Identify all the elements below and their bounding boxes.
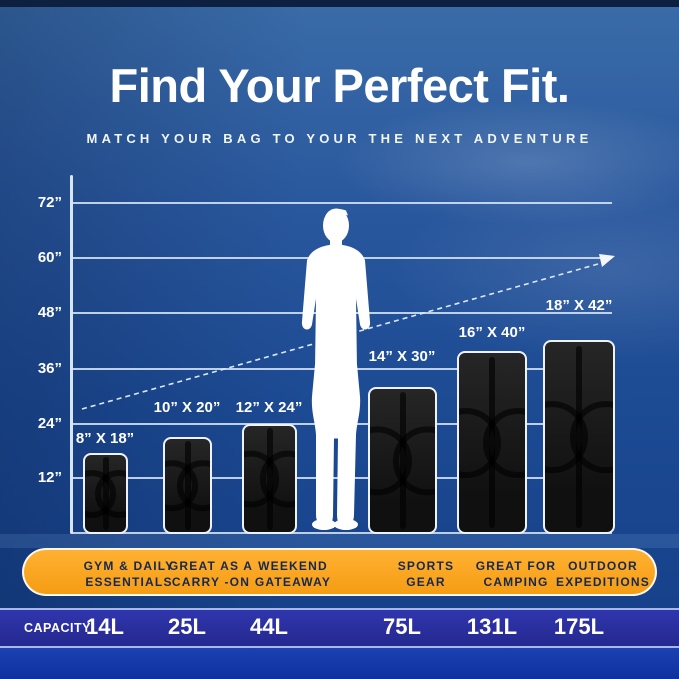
- y-axis-tick: 48”: [37, 304, 62, 321]
- duffel-bag-illustration: [543, 340, 615, 534]
- bag-strap-icon: [102, 456, 109, 531]
- capacity-value: 75L: [383, 614, 421, 639]
- y-axis-tick: 36”: [37, 360, 62, 377]
- duffel-bag-illustration: [242, 424, 297, 534]
- capacity-value: 131L: [466, 614, 518, 639]
- bag-strap-icon: [184, 440, 191, 531]
- banner-category: GREAT FOR CAMPING: [475, 558, 557, 589]
- bag-size-label: 16” X 40”: [458, 324, 526, 341]
- floor-band: [0, 534, 679, 548]
- bag-handle-loop-icon: [393, 425, 435, 496]
- capacity-row-label: CAPACITY: [24, 621, 91, 635]
- duffel-bag-illustration: [457, 351, 527, 534]
- category-banner: GYM & DAILY ESSENTIALS GREAT AS A CARRY …: [22, 548, 657, 596]
- capacity-value: 25L: [168, 614, 206, 639]
- capacity-value: 44L: [250, 614, 288, 639]
- duffel-bag-illustration: [83, 453, 128, 534]
- bag-size-label: 18” X 42”: [545, 297, 613, 314]
- bag-strap-icon: [576, 345, 582, 529]
- bag-handle-loop-icon: [95, 469, 126, 518]
- banner-category: GYM & DAILY ESSENTIALS: [83, 558, 175, 589]
- capacity-value: 175L: [553, 614, 605, 639]
- y-axis-tick: 72”: [37, 194, 62, 211]
- page-subtitle: MATCH YOUR BAG TO YOUR THE NEXT ADVENTUR…: [86, 131, 593, 146]
- gridline-72in: [72, 202, 612, 204]
- banner-category: SPORTS GEAR: [397, 558, 455, 589]
- capacity-strip: [0, 608, 679, 648]
- bottom-border-band: [0, 648, 679, 679]
- page-title: Find Your Perfect Fit.: [109, 59, 570, 112]
- banner-category: GREAT AS A CARRY -ON: [168, 558, 254, 589]
- bag-handle-loop-icon: [259, 450, 295, 508]
- y-axis-tick: 24”: [37, 415, 62, 432]
- y-axis-tick: 12”: [37, 469, 62, 486]
- person-silhouette-icon: [301, 208, 371, 530]
- bag-strap-icon: [266, 428, 273, 530]
- duffel-bag-illustration: [368, 387, 437, 534]
- banner-category: WEEKEND GATEAWAY: [254, 558, 332, 589]
- bag-size-label: 8” X 18”: [75, 430, 135, 447]
- bag-handle-loop-icon: [482, 407, 525, 478]
- y-axis-tick: 60”: [37, 249, 62, 266]
- bag-handle-loop-icon: [177, 459, 210, 512]
- banner-category: OUTDOOR EXPEDITIONS: [556, 558, 650, 589]
- baseline: [72, 532, 612, 534]
- capacity-value: 14L: [86, 614, 124, 639]
- bag-strap-icon: [399, 391, 406, 530]
- duffel-bag-illustration: [163, 437, 212, 534]
- bag-strap-icon: [489, 356, 495, 529]
- y-axis-line: [70, 175, 73, 534]
- top-border-strip: [0, 0, 679, 7]
